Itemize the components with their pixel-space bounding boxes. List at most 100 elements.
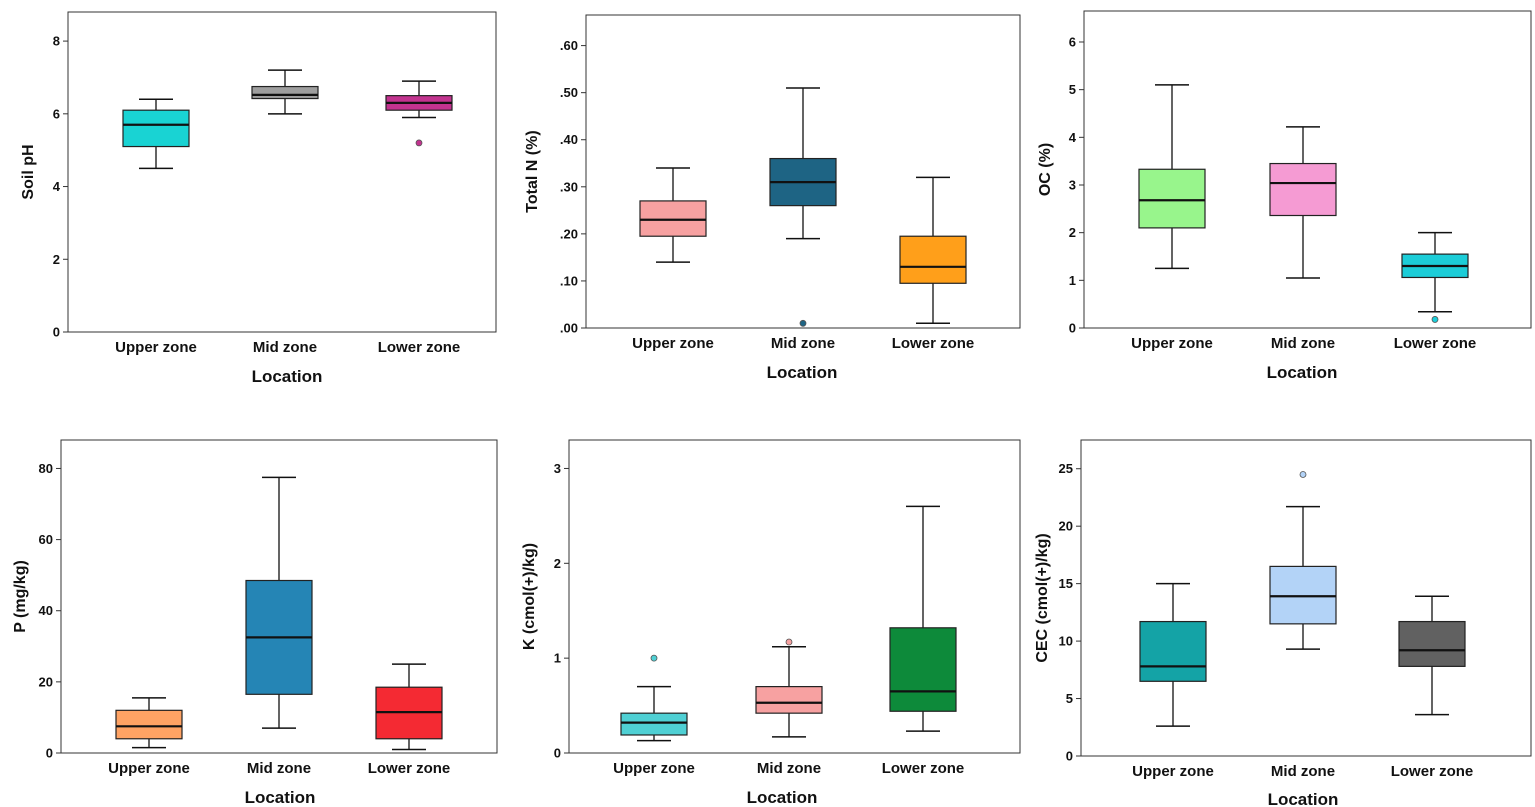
- y-tick-label: 6: [1069, 34, 1076, 49]
- box-mid-zone: [245, 476, 313, 729]
- box-lower-zone: [889, 505, 957, 732]
- y-axis-title: K (cmol(+)/kg): [521, 543, 538, 650]
- iqr-box: [889, 627, 957, 712]
- iqr-box: [620, 712, 688, 736]
- y-tick-label: .10: [560, 273, 578, 288]
- outlier-point: [1431, 316, 1439, 323]
- x-category-label: Lower zone: [368, 760, 451, 777]
- x-category-label: Mid zone: [253, 339, 317, 356]
- chart-panel-1: 0 2 4 6 8 Upper zone Mid zone Lower zone Locatio…: [20, 11, 497, 386]
- outlier-point: [650, 654, 658, 662]
- box-mid-zone: [1269, 471, 1337, 650]
- y-tick-label: 5: [1069, 82, 1076, 97]
- y-tick-label: .40: [560, 132, 578, 147]
- box-lower-zone: [899, 176, 967, 325]
- iqr-box: [1138, 168, 1206, 229]
- x-axis-title: Location: [1267, 363, 1338, 382]
- plot-frame: [1083, 10, 1532, 329]
- box-lower-zone: [375, 663, 443, 751]
- outlier-point: [415, 139, 423, 147]
- iqr-box: [755, 686, 823, 714]
- iqr-box: [122, 109, 190, 148]
- x-category-label: Upper zone: [1132, 763, 1214, 780]
- box-lower-zone: [1401, 231, 1469, 323]
- box-upper-zone: [1139, 582, 1207, 727]
- x-category-label: Mid zone: [1271, 763, 1335, 780]
- y-tick-label: 0: [554, 746, 561, 761]
- y-tick-label: 2: [554, 556, 561, 571]
- x-axis-title: Location: [252, 367, 323, 386]
- box-upper-zone: [639, 167, 707, 263]
- y-tick-label: 0: [1069, 321, 1076, 336]
- x-axis-title: Location: [1268, 790, 1339, 807]
- y-tick-label: 2: [53, 252, 60, 267]
- y-tick-label: 25: [1059, 461, 1073, 476]
- x-category-label: Lower zone: [892, 335, 975, 352]
- y-tick-label: 4: [53, 179, 61, 194]
- chart-panel-2: .00 .10 .20 .30 .40 .50 .60 Upper zone Mid zone L…: [524, 14, 1021, 382]
- box-mid-zone: [769, 87, 837, 327]
- y-tick-label: 2: [1069, 225, 1076, 240]
- chart-panel-6: 0 5 10 15 20 25 Upper zone Mid zone Lower zone Lo…: [1034, 439, 1532, 807]
- box-upper-zone: [1138, 84, 1206, 270]
- y-axis-title: P (mg/kg): [12, 560, 29, 633]
- y-tick-label: 40: [39, 603, 53, 618]
- y-tick-label: 3: [1069, 177, 1076, 192]
- iqr-box: [251, 85, 319, 100]
- x-category-label: Lower zone: [378, 339, 461, 356]
- plot-frame: [568, 439, 1021, 754]
- y-tick-label: .60: [560, 38, 578, 53]
- y-tick-label: .50: [560, 85, 578, 100]
- chart-panel-3: 0 1 2 3 4 5 6 Upper zone Mid zone Lower zone Locat…: [1037, 10, 1532, 382]
- y-tick-label: 0: [46, 746, 53, 761]
- x-category-label: Upper zone: [1131, 335, 1213, 352]
- y-tick-label: 0: [1066, 749, 1073, 764]
- iqr-box: [1269, 565, 1337, 625]
- box-mid-zone: [1269, 126, 1337, 279]
- y-tick-label: 6: [53, 106, 60, 121]
- outlier-point: [785, 638, 793, 646]
- box-mid-zone: [755, 638, 823, 738]
- y-tick-label: 0: [53, 325, 60, 340]
- box-mid-zone: [251, 69, 319, 115]
- x-category-label: Mid zone: [1271, 335, 1335, 352]
- box-lower-zone: [1398, 595, 1466, 716]
- x-category-label: Upper zone: [108, 760, 190, 777]
- y-tick-label: 20: [1059, 519, 1073, 534]
- y-tick-label: .30: [560, 179, 578, 194]
- iqr-box: [899, 235, 967, 284]
- outlier-point: [799, 319, 807, 327]
- y-tick-label: 10: [1059, 634, 1073, 649]
- y-tick-label: 4: [1069, 130, 1077, 145]
- y-tick-label: 80: [39, 461, 53, 476]
- x-category-label: Upper zone: [613, 760, 695, 777]
- x-category-label: Upper zone: [115, 339, 197, 356]
- chart-panel-4: 0 20 40 60 80 Upper zone Mid zone Lower zone Loc…: [12, 439, 498, 807]
- x-category-label: Mid zone: [757, 760, 821, 777]
- x-axis-title: Location: [767, 363, 838, 382]
- y-axis-title: CEC (cmol(+)/kg): [1034, 533, 1051, 662]
- chart-panel-5: 0 1 2 3 Upper zone Mid zone Lower zone Location…: [521, 439, 1021, 807]
- y-tick-label: 8: [53, 34, 60, 49]
- x-category-label: Mid zone: [247, 760, 311, 777]
- x-category-label: Lower zone: [1391, 763, 1474, 780]
- box-upper-zone: [115, 697, 183, 749]
- y-axis-title: Soil pH: [20, 144, 37, 199]
- x-axis-title: Location: [747, 788, 818, 807]
- iqr-box: [639, 200, 707, 237]
- y-tick-label: 1: [1069, 273, 1076, 288]
- outlier-point: [1299, 471, 1307, 478]
- y-tick-label: .00: [560, 321, 578, 336]
- y-tick-label: .20: [560, 226, 578, 241]
- x-category-label: Lower zone: [882, 760, 965, 777]
- y-axis-title: Total N (%): [524, 130, 541, 212]
- y-tick-label: 60: [39, 532, 53, 547]
- y-tick-label: 1: [554, 651, 561, 666]
- iqr-box: [1139, 620, 1207, 682]
- x-axis-title: Location: [245, 788, 316, 807]
- y-tick-label: 5: [1066, 691, 1073, 706]
- x-category-label: Upper zone: [632, 335, 714, 352]
- box-lower-zone: [385, 80, 453, 147]
- y-tick-label: 15: [1059, 576, 1073, 591]
